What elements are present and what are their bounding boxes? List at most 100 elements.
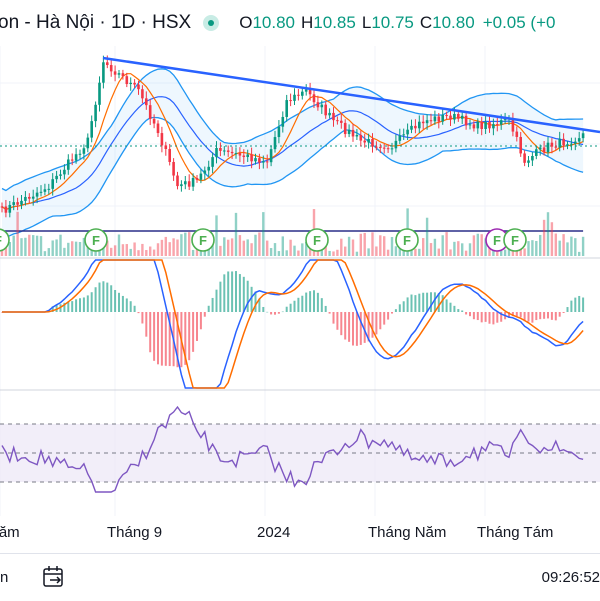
candle-body	[78, 153, 82, 155]
candle-body	[195, 177, 199, 180]
macd-histogram-bar	[441, 295, 444, 312]
candle-body	[394, 140, 398, 149]
candle-body	[297, 94, 300, 96]
trend-line-drawing	[102, 56, 600, 134]
volume-bar	[125, 244, 128, 256]
candle-body	[476, 121, 480, 129]
volume-bar	[441, 235, 444, 256]
candle-body	[445, 115, 448, 117]
candle-body	[382, 147, 386, 149]
macd-histogram-bar	[480, 312, 483, 323]
candle-body	[527, 160, 530, 163]
macd-histogram-bar	[453, 305, 456, 312]
volume-bar	[472, 235, 476, 256]
volume-bar	[340, 238, 343, 256]
candle-body	[70, 159, 74, 161]
macd-histogram-bar	[67, 301, 70, 312]
volume-bar	[121, 244, 125, 256]
candle-body	[180, 184, 183, 187]
volume-bar	[386, 249, 390, 256]
time-tick-label: Tháng Tám	[477, 524, 554, 541]
volume-bar	[523, 248, 526, 256]
volume-bar	[188, 232, 191, 256]
event-marker-icon[interactable]: F	[0, 228, 10, 252]
event-marker-icon[interactable]: F	[191, 228, 215, 252]
macd-histogram-bar	[558, 312, 561, 317]
candle-body	[262, 161, 265, 163]
event-markers[interactable]: FFFFFFF	[0, 228, 527, 252]
candle-body	[460, 115, 464, 119]
macd-histogram-bar	[379, 312, 382, 330]
event-marker-circle	[395, 228, 419, 252]
macd-histogram-bar	[375, 312, 378, 335]
event-marker-label: F	[313, 233, 321, 248]
volume-bar	[301, 243, 304, 256]
candle-body	[145, 98, 148, 106]
chart-canvas[interactable]: FFFFFFF	[0, 46, 600, 520]
candle-body	[184, 181, 187, 185]
candle-body	[24, 196, 27, 201]
time-tick-label: 2024	[257, 524, 291, 541]
volume-bar	[488, 246, 491, 256]
time-tick-label: Tháng 9	[107, 524, 163, 541]
macd-histogram-bar	[476, 312, 479, 321]
event-marker-icon[interactable]: F	[503, 228, 527, 252]
macd-histogram-bar	[539, 312, 542, 320]
toolbar-range-text[interactable]: n	[0, 569, 9, 586]
event-marker-circle	[84, 228, 108, 252]
macd-histogram-bar	[250, 286, 253, 312]
macd-histogram-bar	[207, 305, 210, 312]
macd-histogram-bar	[344, 312, 347, 340]
candle-body	[63, 169, 66, 175]
volume-bar	[32, 235, 35, 256]
volume-bar	[242, 240, 245, 256]
market-status-icon[interactable]	[203, 15, 220, 31]
macd-histogram-bar	[418, 293, 421, 312]
candle-body	[515, 131, 519, 137]
candle-body	[301, 91, 304, 96]
macd-histogram-bar	[90, 292, 93, 312]
symbol-title[interactable]: on - Hà Nội · 1D · HSX	[0, 12, 192, 33]
macd-histogram-bar	[63, 302, 66, 312]
candle-body	[359, 134, 363, 141]
candle-body	[121, 73, 125, 77]
volume-bar	[332, 251, 335, 256]
volume-bar	[554, 233, 557, 256]
candle-body	[437, 116, 441, 122]
volume-bar	[507, 244, 511, 256]
macd-histogram-bar	[289, 303, 292, 312]
volume-bar	[457, 241, 460, 256]
macd-histogram-bar	[531, 312, 534, 323]
macd-histogram-bar	[422, 292, 425, 312]
macd-histogram-bar	[469, 312, 471, 317]
candle-body	[503, 119, 507, 121]
calendar-arrow-icon[interactable]	[40, 563, 68, 591]
candle-body	[347, 129, 351, 135]
event-marker-icon[interactable]: F	[84, 228, 108, 252]
macd-histogram-bar	[110, 285, 113, 312]
macd-histogram-bar	[71, 301, 74, 312]
volume-bar	[574, 238, 577, 256]
macd-histogram-bar	[352, 312, 354, 346]
candle-body	[250, 154, 253, 162]
candle-body	[343, 122, 347, 135]
candle-body	[238, 153, 242, 156]
volume-bar	[308, 243, 312, 256]
macd-histogram-bar	[496, 312, 499, 323]
candle-body	[367, 138, 370, 143]
macd-histogram-bar	[387, 312, 390, 320]
macd-histogram-bar	[75, 299, 78, 312]
volume-bar	[375, 246, 378, 256]
candle-body	[554, 146, 558, 148]
volume-bar	[437, 248, 440, 256]
macd-signal-line	[2, 259, 584, 389]
time-axis[interactable]: Năm Tháng 9 2024 Tháng Năm Tháng Tám	[0, 520, 600, 548]
event-marker-icon[interactable]: F	[305, 228, 329, 252]
volume-bar	[28, 234, 31, 256]
candle-body	[269, 149, 273, 163]
volume-bar	[558, 240, 561, 256]
macd-histogram-bar	[277, 312, 280, 314]
volume-bar	[496, 249, 499, 256]
candle-body	[496, 124, 499, 126]
event-marker-icon[interactable]: F	[395, 228, 419, 252]
